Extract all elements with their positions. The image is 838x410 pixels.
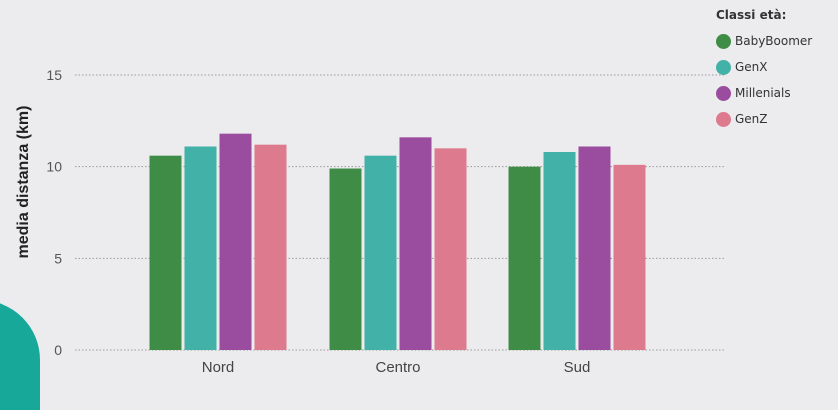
legend-swatch bbox=[716, 33, 731, 49]
bar-genz-nord bbox=[254, 144, 287, 350]
bar-genz-sud bbox=[613, 164, 646, 350]
bar-genx-nord bbox=[184, 146, 217, 350]
y-axis-ticks: 0 5 10 15 bbox=[46, 67, 62, 358]
legend-item-genx: GenX bbox=[716, 59, 812, 75]
bar-babyboomer-sud bbox=[508, 166, 541, 350]
legend-label: GenZ bbox=[735, 112, 768, 126]
y-tick-label: 0 bbox=[54, 342, 62, 358]
y-axis-label: media distanza (km) bbox=[15, 106, 32, 259]
bar-genz-centro bbox=[434, 148, 467, 350]
bar-millenials-centro bbox=[399, 137, 432, 350]
legend-label: Millenials bbox=[735, 86, 791, 100]
y-tick-label: 5 bbox=[54, 250, 62, 266]
y-tick-label: 15 bbox=[46, 67, 62, 83]
legend-swatch bbox=[716, 85, 731, 101]
bar-genx-sud bbox=[543, 152, 576, 350]
y-tick-label: 10 bbox=[46, 159, 62, 175]
legend-item-millenials: Millenials bbox=[716, 85, 812, 101]
legend-item-genz: GenZ bbox=[716, 111, 812, 127]
legend-label: BabyBoomer bbox=[735, 34, 813, 48]
legend-label: GenX bbox=[735, 60, 768, 74]
x-tick-label: Nord bbox=[202, 359, 235, 376]
legend: Classi età: BabyBoomer GenX Millenials GenZ bbox=[716, 8, 812, 138]
x-axis-ticks: Nord Centro Sud bbox=[202, 359, 591, 376]
bar-genx-centro bbox=[364, 155, 397, 350]
bar-millenials-sud bbox=[578, 146, 611, 350]
x-tick-label: Centro bbox=[375, 359, 420, 376]
legend-swatch bbox=[716, 59, 731, 75]
bar-babyboomer-centro bbox=[329, 168, 362, 350]
bars bbox=[149, 133, 646, 350]
legend-title: Classi età: bbox=[716, 8, 787, 22]
legend-items: BabyBoomer GenX Millenials GenZ bbox=[716, 33, 813, 127]
legend-swatch bbox=[716, 111, 731, 127]
legend-item-babyboomer: BabyBoomer bbox=[716, 33, 813, 49]
bar-chart: 0 5 10 15 Nord Centro Sud media distanza (km) bbox=[15, 67, 725, 376]
bar-babyboomer-nord bbox=[149, 155, 182, 350]
x-tick-label: Sud bbox=[564, 359, 591, 376]
bar-millenials-nord bbox=[219, 133, 252, 350]
